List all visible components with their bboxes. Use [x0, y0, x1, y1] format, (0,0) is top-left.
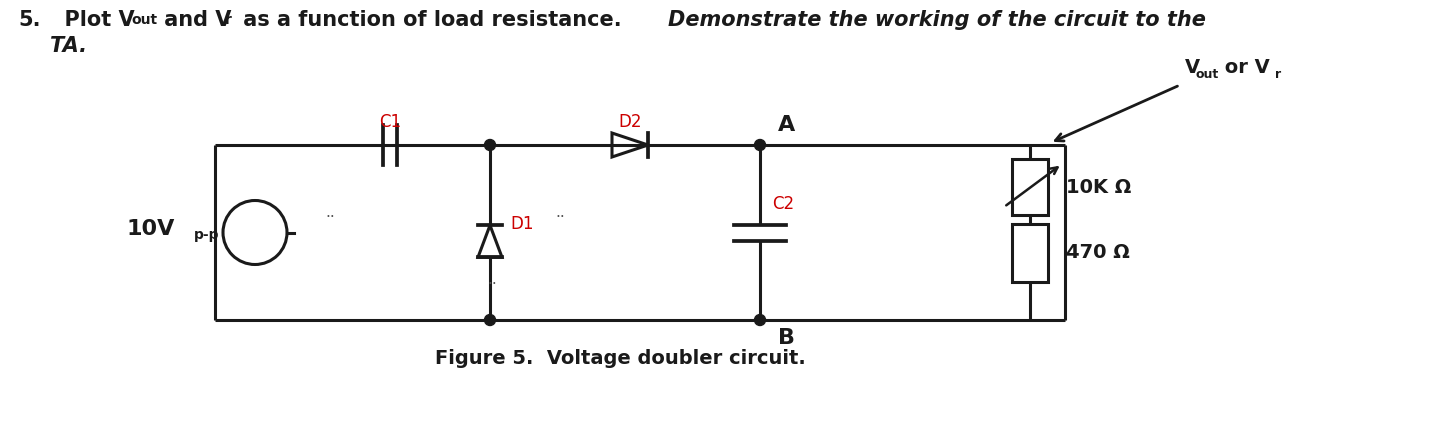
Text: ..: ..: [555, 205, 565, 220]
Text: r: r: [1275, 68, 1281, 81]
Text: or V: or V: [1219, 58, 1269, 77]
Text: out: out: [130, 13, 156, 27]
Text: and V: and V: [156, 10, 232, 30]
Text: p-p: p-p: [194, 227, 219, 242]
Circle shape: [484, 315, 496, 326]
Text: r: r: [225, 13, 232, 27]
Circle shape: [755, 315, 765, 326]
Text: ..: ..: [325, 205, 335, 220]
Text: ..: ..: [487, 272, 497, 287]
Text: 470 Ω: 470 Ω: [1066, 243, 1130, 262]
Text: 10K Ω: 10K Ω: [1066, 177, 1132, 197]
Text: B: B: [778, 328, 796, 348]
Text: Figure 5.  Voltage doubler circuit.: Figure 5. Voltage doubler circuit.: [435, 349, 806, 368]
Text: V: V: [1185, 58, 1200, 77]
Text: C2: C2: [772, 194, 794, 213]
Text: 10V: 10V: [126, 219, 175, 238]
Text: A: A: [778, 115, 796, 135]
Circle shape: [484, 139, 496, 150]
Text: D1: D1: [510, 215, 533, 233]
Text: D2: D2: [619, 113, 642, 131]
Text: TA.: TA.: [51, 36, 87, 56]
Text: Demonstrate the working of the circuit to the: Demonstrate the working of the circuit t…: [668, 10, 1206, 30]
Text: C1: C1: [380, 113, 401, 131]
Text: as a function of load resistance.: as a function of load resistance.: [236, 10, 629, 30]
Text: 5.: 5.: [17, 10, 41, 30]
Bar: [1011, 224, 1048, 282]
Text: Plot V: Plot V: [51, 10, 135, 30]
Text: out: out: [1195, 68, 1219, 81]
Bar: [1011, 159, 1048, 215]
Circle shape: [755, 139, 765, 150]
